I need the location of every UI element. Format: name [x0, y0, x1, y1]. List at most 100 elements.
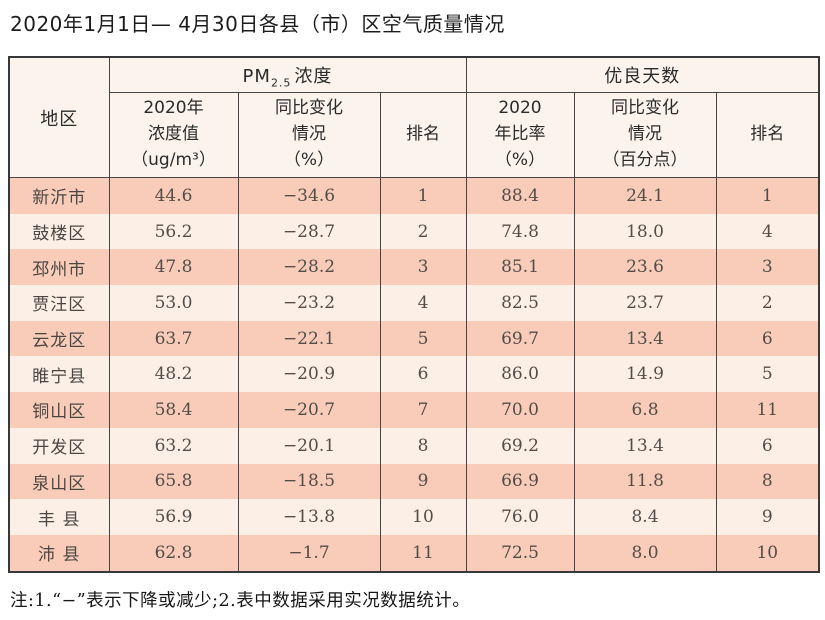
pm-rank-cell: 9 [379, 463, 467, 500]
region-cell: 沛 县 [8, 534, 110, 572]
pm-change-cell: −23.2 [237, 285, 381, 321]
good-change-cell: 11.8 [573, 463, 717, 500]
pm-change-cell: −28.2 [237, 249, 381, 286]
region-cell: 丰 县 [8, 499, 110, 535]
pm-value-cell: 56.2 [108, 213, 239, 250]
good-rank-cell: 6 [715, 427, 820, 464]
pm-rank-cell: 3 [379, 249, 467, 286]
pm-value-cell: 65.8 [108, 463, 239, 500]
good-ratio-cell: 69.2 [465, 427, 575, 464]
table-row: 鼓楼区 56.2 −28.7 2 74.8 18.0 4 [8, 213, 820, 250]
table-body: 新沂市 44.6 −34.6 1 88.4 24.1 1 鼓楼区 56.2 −28.7 2 74.8 1… [8, 177, 820, 572]
pm-value-cell: 53.0 [108, 285, 239, 321]
header-group-good-days: 优良天数 [465, 57, 820, 93]
good-change-cell: 24.1 [573, 177, 717, 214]
pm-rank-cell: 7 [379, 392, 467, 428]
pm-change-cell: −20.9 [237, 356, 381, 393]
table-row: 泉山区 65.8 −18.5 9 66.9 11.8 8 [8, 463, 820, 500]
good-rank-cell: 1 [715, 177, 820, 214]
table-row: 邳州市 47.8 −28.2 3 85.1 23.6 3 [8, 249, 820, 286]
pm-value-cell: 48.2 [108, 356, 239, 393]
pm-rank-cell: 10 [379, 499, 467, 535]
good-change-cell: 13.4 [573, 320, 717, 357]
good-rank-cell: 5 [715, 356, 820, 393]
table-header: 地区 PM2.5 浓度 优良天数 2020年 浓度值 （ug/m³） 同比变化 情… [8, 57, 820, 178]
pm-rank-cell: 2 [379, 213, 467, 250]
pm-change-cell: −34.6 [237, 177, 381, 214]
pm-value-cell: 63.7 [108, 320, 239, 357]
header-pm-rank: 排名 [379, 92, 467, 178]
good-rank-cell: 4 [715, 213, 820, 250]
pm-subscript: 2.5 [270, 76, 292, 90]
good-ratio-cell: 76.0 [465, 499, 575, 535]
good-rank-cell: 10 [715, 534, 820, 572]
region-cell: 邳州市 [8, 249, 110, 286]
pm-label: PM [242, 66, 271, 87]
table-row: 贾汪区 53.0 −23.2 4 82.5 23.7 2 [8, 285, 820, 321]
pm-rank-cell: 11 [379, 534, 467, 572]
good-change-cell: 6.8 [573, 392, 717, 428]
good-ratio-cell: 88.4 [465, 177, 575, 214]
pm-change-cell: −18.5 [237, 463, 381, 500]
page-title: 2020年1月1日— 4月30日各县（市）区空气质量情况 [10, 12, 505, 36]
region-cell: 睢宁县 [8, 356, 110, 393]
pm-rank-cell: 4 [379, 285, 467, 321]
pm-value-cell: 56.9 [108, 499, 239, 535]
region-cell: 鼓楼区 [8, 213, 110, 250]
table-row: 铜山区 58.4 −20.7 7 70.0 6.8 11 [8, 392, 820, 428]
good-ratio-cell: 82.5 [465, 285, 575, 321]
footnote: 注:1.“−”表示下降或减少;2.表中数据采用实况数据统计。 [10, 590, 471, 611]
header-pm-change: 同比变化 情况 （%） [237, 92, 381, 178]
good-ratio-cell: 85.1 [465, 249, 575, 286]
pm-value-cell: 62.8 [108, 534, 239, 572]
pm-value-cell: 44.6 [108, 177, 239, 214]
good-change-cell: 8.4 [573, 499, 717, 535]
good-rank-cell: 2 [715, 285, 820, 321]
good-ratio-cell: 69.7 [465, 320, 575, 357]
table-row: 睢宁县 48.2 −20.9 6 86.0 14.9 5 [8, 356, 820, 393]
air-quality-table: 地区 PM2.5 浓度 优良天数 2020年 浓度值 （ug/m³） 同比变化 情… [8, 56, 821, 573]
good-rank-cell: 9 [715, 499, 820, 535]
header-pm-value: 2020年 浓度值 （ug/m³） [108, 92, 239, 178]
pm-change-cell: −22.1 [237, 320, 381, 357]
pm-rank-cell: 5 [379, 320, 467, 357]
pm-value-cell: 47.8 [108, 249, 239, 286]
header-good-rank: 排名 [715, 92, 820, 178]
good-change-cell: 13.4 [573, 427, 717, 464]
good-ratio-cell: 66.9 [465, 463, 575, 500]
good-change-cell: 8.0 [573, 534, 717, 572]
good-change-cell: 23.7 [573, 285, 717, 321]
good-ratio-cell: 86.0 [465, 356, 575, 393]
table-row: 丰 县 56.9 −13.8 10 76.0 8.4 9 [8, 499, 820, 535]
header-region: 地区 [8, 57, 110, 178]
table-row: 新沂市 44.6 −34.6 1 88.4 24.1 1 [8, 177, 820, 214]
header-good-change: 同比变化 情况 （百分点） [573, 92, 717, 178]
good-change-cell: 14.9 [573, 356, 717, 393]
pm-rank-cell: 1 [379, 177, 467, 214]
pm-change-cell: −20.1 [237, 427, 381, 464]
table-row: 云龙区 63.7 −22.1 5 69.7 13.4 6 [8, 320, 820, 357]
table-row: 沛 县 62.8 −1.7 11 72.5 8.0 10 [8, 534, 820, 572]
pm-value-cell: 58.4 [108, 392, 239, 428]
header-good-ratio: 2020 年比率 （%） [465, 92, 575, 178]
good-change-cell: 23.6 [573, 249, 717, 286]
header-group-pm25: PM2.5 浓度 [108, 57, 467, 93]
good-rank-cell: 11 [715, 392, 820, 428]
region-cell: 贾汪区 [8, 285, 110, 321]
good-ratio-cell: 70.0 [465, 392, 575, 428]
pm-suffix-label: 浓度 [294, 66, 333, 87]
header-group-row: 地区 PM2.5 浓度 优良天数 [8, 57, 820, 178]
good-ratio-cell: 74.8 [465, 213, 575, 250]
pm-change-cell: −1.7 [237, 534, 381, 572]
pm-change-cell: −13.8 [237, 499, 381, 535]
header-sub-row: 2020年 浓度值 （ug/m³） 同比变化 情况 （%） 排名 2020 年比… [9, 92, 820, 178]
region-cell: 开发区 [8, 427, 110, 464]
good-rank-cell: 3 [715, 249, 820, 286]
pm-rank-cell: 8 [379, 427, 467, 464]
region-cell: 泉山区 [8, 463, 110, 500]
pm-rank-cell: 6 [379, 356, 467, 393]
pm-change-cell: −28.7 [237, 213, 381, 250]
region-cell: 云龙区 [8, 320, 110, 357]
good-rank-cell: 8 [715, 463, 820, 500]
